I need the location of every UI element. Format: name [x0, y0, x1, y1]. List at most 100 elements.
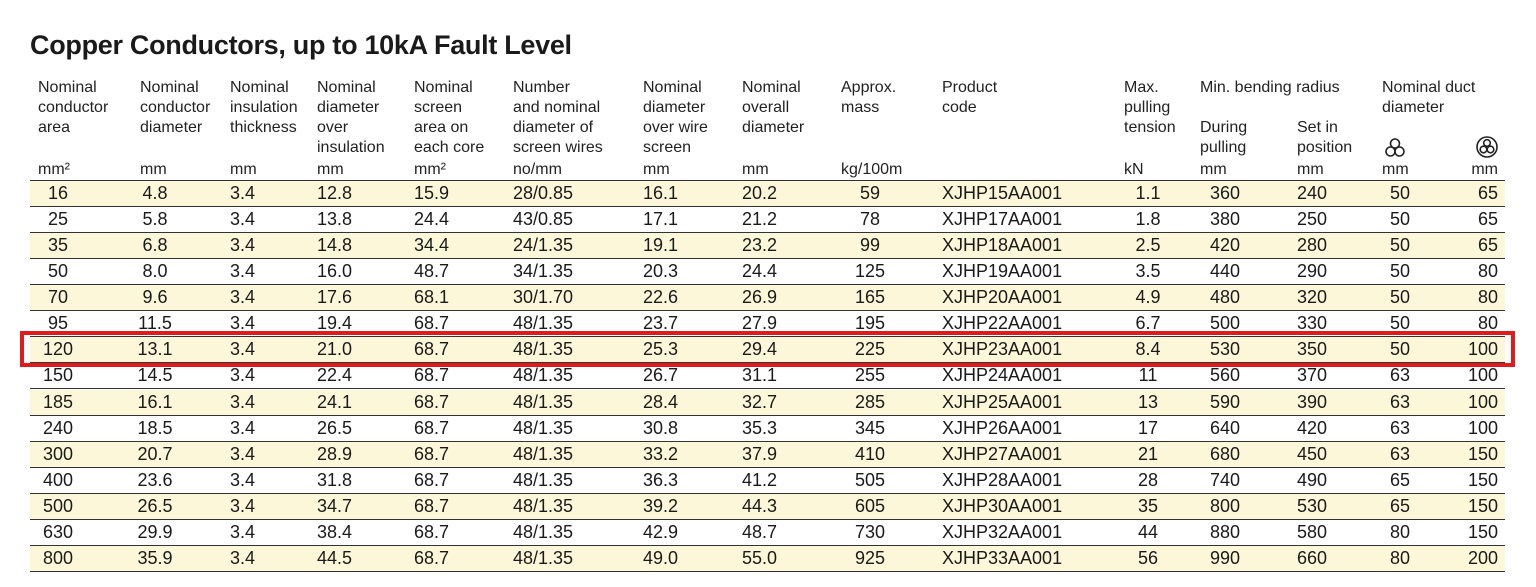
table-cell: 31.8: [317, 469, 353, 490]
table-cell: XJHP24AA001: [942, 365, 1063, 386]
table-cell: 95: [47, 313, 69, 334]
group-header: diameter: [1382, 99, 1445, 116]
table-cell: 68.7: [414, 443, 450, 464]
table-cell: 80: [1477, 287, 1498, 308]
table-cell: 3.4: [230, 287, 256, 308]
table-cell: 150: [1467, 443, 1498, 464]
column-header: Max.: [1124, 79, 1159, 96]
table-cell: 80: [1389, 547, 1411, 568]
table-row: [30, 389, 1505, 416]
table-cell: 48/1.35: [513, 313, 574, 334]
header-rule: [30, 180, 1505, 181]
unit-label: mm: [1382, 161, 1409, 178]
table-cell: 63: [1389, 365, 1411, 386]
unit-label: mm: [317, 161, 344, 178]
table-cell: 300: [42, 443, 74, 464]
table-cell: 44: [1137, 521, 1159, 542]
table-cell: XJHP19AA001: [942, 261, 1063, 282]
table-cell: 50: [1389, 339, 1411, 360]
table-cell: 24.4: [742, 261, 778, 282]
table-cell: 8.4: [1135, 339, 1161, 360]
table-cell: 16.1: [137, 391, 173, 412]
table-cell: 125: [854, 261, 886, 282]
table-cell: 99: [859, 235, 881, 256]
table-cell: 380: [1210, 209, 1241, 230]
unit-label: mm: [1200, 161, 1227, 178]
table-cell: 50: [1389, 235, 1411, 256]
table-cell: XJHP27AA001: [942, 443, 1063, 464]
table-cell: 390: [1297, 391, 1328, 412]
table-cell: 80: [1477, 313, 1498, 334]
table-row: [30, 363, 1505, 390]
table-cell: 800: [1210, 495, 1241, 516]
column-header: over wire: [643, 119, 708, 136]
table-cell: 23.2: [742, 235, 778, 256]
table-cell: 48/1.35: [513, 443, 574, 464]
table-cell: 5.8: [142, 209, 168, 230]
table-cell: 68.7: [414, 547, 450, 568]
table-cell: 490: [1297, 469, 1328, 490]
table-cell: 280: [1297, 235, 1328, 256]
table-cell: XJHP18AA001: [942, 235, 1063, 256]
table-cell: 3.4: [230, 521, 256, 542]
table-cell: 39.2: [643, 495, 679, 516]
table-cell: 48/1.35: [513, 547, 574, 568]
table-cell: 13.8: [317, 209, 353, 230]
table-cell: 195: [854, 313, 886, 334]
table-cell: 68.7: [414, 313, 450, 334]
table-cell: 22.6: [643, 287, 679, 308]
table-cell: 63: [1389, 443, 1411, 464]
unit-label: mm: [230, 161, 257, 178]
table-cell: 255: [854, 365, 886, 386]
table-cell: 330: [1297, 313, 1328, 334]
table-cell: XJHP25AA001: [942, 391, 1063, 412]
unit-label: mm: [643, 161, 670, 178]
column-header: insulation: [230, 99, 298, 116]
title: Copper Conductors, up to 10kA Fault Leve…: [30, 30, 572, 60]
table-cell: 43/0.85: [513, 209, 574, 230]
table-cell: XJHP33AA001: [942, 547, 1063, 568]
table-cell: 68.7: [414, 417, 450, 438]
table-cell: 150: [1467, 521, 1498, 542]
table-cell: 48/1.35: [513, 495, 574, 516]
table-cell: 530: [1210, 339, 1241, 360]
table-cell: 50: [1389, 287, 1411, 308]
column-header: During: [1200, 119, 1248, 136]
unit-label: mm: [140, 161, 167, 178]
table-cell: 630: [42, 521, 74, 542]
table-cell: 11.5: [138, 313, 172, 334]
column-header: Nominal: [317, 79, 376, 96]
table-cell: 32.7: [742, 391, 778, 412]
table-cell: 22.4: [317, 365, 353, 386]
table-cell: 25.3: [643, 339, 679, 360]
table-cell: 21: [1137, 443, 1159, 464]
column-header: Nominal: [230, 79, 289, 96]
table-cell: 28.4: [643, 391, 679, 412]
table-row: [30, 285, 1505, 312]
table-cell: 21.0: [317, 339, 353, 360]
table-cell: 17: [1137, 417, 1159, 438]
table-cell: 9.6: [142, 287, 168, 308]
column-header: area: [38, 119, 71, 136]
table-cell: 13.1: [137, 339, 173, 360]
table-row: [30, 207, 1505, 234]
table-cell: 35.9: [137, 547, 173, 568]
column-header: Nominal: [140, 79, 199, 96]
table-cell: 6.7: [1135, 313, 1161, 334]
table-row: [30, 181, 1505, 207]
table-cell: 14.5: [137, 365, 173, 386]
table-cell: 2.5: [1135, 235, 1161, 256]
column-header: diameter: [742, 119, 805, 136]
table-cell: 680: [1210, 443, 1241, 464]
table-cell: 3.4: [230, 235, 256, 256]
table-cell: 48/1.35: [513, 391, 574, 412]
table-cell: 16.1: [643, 183, 679, 203]
table-cell: XJHP20AA001: [942, 287, 1063, 308]
table-cell: XJHP22AA001: [942, 313, 1063, 334]
column-header: conductor: [140, 99, 211, 116]
table-cell: 38.4: [317, 521, 353, 542]
table-cell: 480: [1210, 287, 1241, 308]
table-cell: 1.1: [1135, 183, 1161, 203]
table-cell: 17.1: [643, 209, 679, 230]
table-cell: 450: [1297, 443, 1328, 464]
